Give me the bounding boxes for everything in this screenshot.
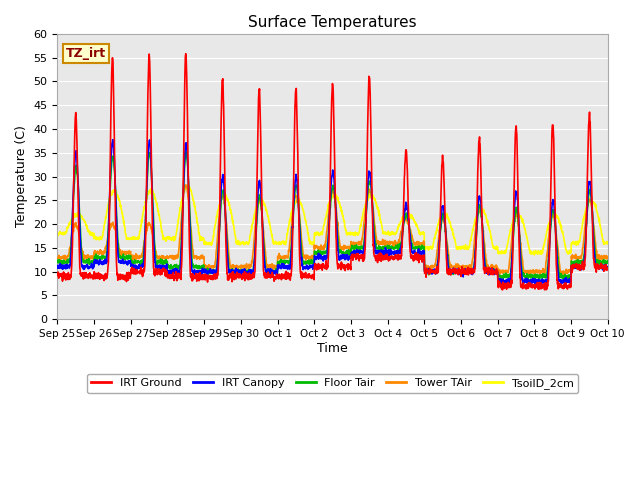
IRT Canopy (525, 281, 532, 287)
Title: Surface Temperatures: Surface Temperatures (248, 15, 417, 30)
Tower TAir (207, 263, 215, 269)
Tower TAir (361, 215, 369, 220)
IRT Canopy (109, 137, 116, 143)
Y-axis label: Temperature (C): Temperature (C) (15, 126, 28, 228)
Tower TAir (557, 272, 565, 278)
Line: IRT Ground: IRT Ground (58, 54, 608, 290)
TsoilD_2cm (604, 240, 612, 246)
TsoilD_2cm (361, 206, 369, 212)
Tower TAir (54, 255, 61, 261)
IRT Ground (556, 280, 563, 286)
Floor Tair (493, 270, 500, 276)
Tower TAir (571, 255, 579, 261)
Line: Floor Tair: Floor Tair (58, 151, 608, 280)
Floor Tair (54, 258, 61, 264)
TsoilD_2cm (531, 252, 538, 258)
IRT Ground (493, 270, 500, 276)
TsoilD_2cm (556, 218, 563, 224)
IRT Canopy (493, 269, 500, 275)
Tower TAir (349, 241, 356, 247)
IRT Canopy (604, 264, 612, 270)
TsoilD_2cm (349, 231, 356, 237)
Tower TAir (182, 182, 189, 188)
TsoilD_2cm (571, 240, 579, 246)
X-axis label: Time: Time (317, 342, 348, 355)
IRT Canopy (207, 267, 215, 273)
Text: TZ_irt: TZ_irt (66, 47, 106, 60)
IRT Ground (207, 273, 215, 279)
IRT Ground (349, 251, 356, 257)
Floor Tair (361, 235, 369, 240)
TsoilD_2cm (493, 243, 500, 249)
TsoilD_2cm (184, 182, 192, 188)
Floor Tair (560, 277, 568, 283)
IRT Canopy (556, 278, 563, 284)
IRT Canopy (54, 265, 61, 271)
IRT Canopy (571, 265, 579, 271)
IRT Ground (571, 263, 579, 268)
TsoilD_2cm (54, 231, 61, 237)
Floor Tair (207, 268, 215, 274)
Floor Tair (182, 148, 189, 154)
Floor Tair (349, 245, 356, 251)
Line: TsoilD_2cm: TsoilD_2cm (58, 185, 608, 255)
IRT Canopy (349, 249, 356, 255)
Tower TAir (604, 254, 612, 260)
IRT Ground (542, 287, 550, 293)
IRT Ground (604, 267, 612, 273)
Line: IRT Canopy: IRT Canopy (58, 140, 608, 284)
Floor Tair (571, 260, 579, 266)
IRT Canopy (361, 240, 369, 246)
Floor Tair (556, 272, 563, 277)
Floor Tair (604, 258, 612, 264)
TsoilD_2cm (207, 242, 215, 248)
IRT Ground (54, 270, 61, 276)
Line: Tower TAir: Tower TAir (58, 185, 608, 275)
IRT Ground (361, 254, 369, 260)
Tower TAir (556, 261, 563, 266)
IRT Ground (182, 51, 189, 57)
Tower TAir (493, 264, 500, 270)
Legend: IRT Ground, IRT Canopy, Floor Tair, Tower TAir, TsoilD_2cm: IRT Ground, IRT Canopy, Floor Tair, Towe… (87, 373, 579, 393)
